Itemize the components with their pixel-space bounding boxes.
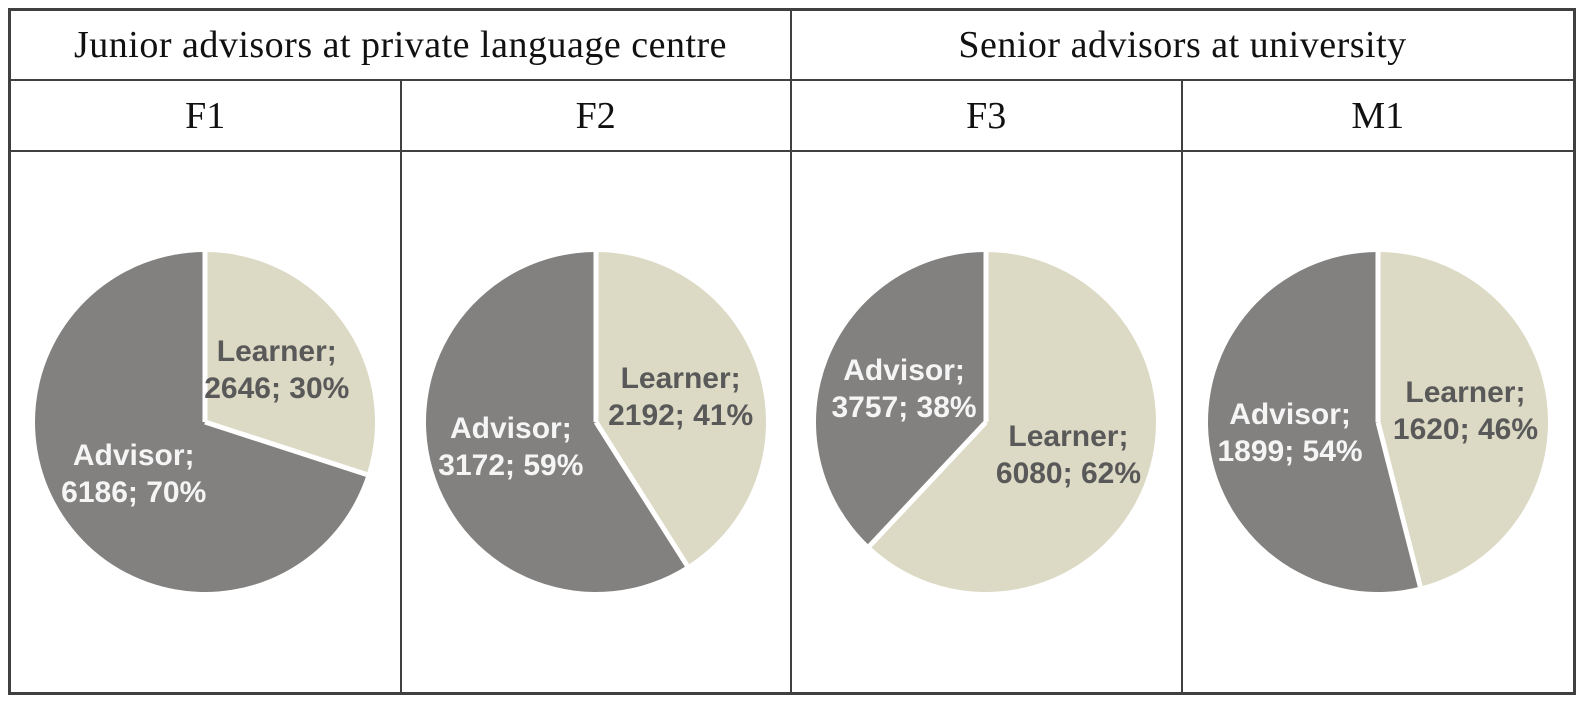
pie-label-advisor-value: 1899; 54%: [1217, 435, 1363, 469]
group-header-junior-label: Junior advisors at private language cent…: [73, 24, 728, 66]
column-header-m1: M1: [1182, 81, 1573, 152]
slice-divider: [868, 420, 989, 548]
pie-label-advisor-name: Advisor;: [1229, 398, 1351, 432]
pie-label-learner-name: Learner;: [1008, 419, 1129, 453]
pie-label-advisor-name: Advisor;: [72, 438, 195, 472]
chart-cell-f2: Learner; 2192; 41% Advisor; 3172; 59%: [402, 152, 792, 692]
slice-learner: [205, 252, 376, 475]
column-header-f3: F3: [792, 81, 1183, 152]
pie-label-learner: Learner; 2646; 30%: [204, 333, 349, 407]
column-header-f1: F1: [11, 81, 402, 152]
pie-label-learner: Learner; 2192; 41%: [608, 360, 753, 434]
pie-label-advisor-value: 6186; 70%: [61, 475, 207, 509]
chart-cell-m1: Learner; 1620; 46% Advisor; 1899; 54%: [1183, 152, 1574, 692]
pie-svg-m1: [1207, 252, 1548, 592]
pie-chart-f3: Learner; 6080; 62% Advisor; 3757; 38%: [814, 250, 1158, 594]
chart-cell-f3: Learner; 6080; 62% Advisor; 3757; 38%: [792, 152, 1183, 692]
pie-label-advisor-name: Advisor;: [450, 411, 572, 445]
slice-advisor: [35, 252, 367, 592]
comparison-table: Junior advisors at private language cent…: [8, 8, 1576, 695]
pie-label-advisor-value: 3172; 59%: [438, 448, 584, 482]
column-header-m1-label: M1: [1351, 94, 1405, 137]
pie-label-learner-name: Learner;: [216, 335, 337, 369]
pie-svg-f1: [35, 252, 376, 592]
chart-cell-f1: Learner; 2646; 30% Advisor; 6186; 70%: [11, 152, 402, 692]
slice-divider: [593, 420, 689, 567]
pie-label-learner: Learner; 1620; 46%: [1393, 374, 1538, 448]
pie-label-advisor: Advisor; 3172; 59%: [438, 410, 583, 484]
pie-chart-m1: Learner; 1620; 46% Advisor; 1899; 54%: [1206, 250, 1550, 594]
pie-label-learner-name: Learner;: [620, 362, 741, 396]
pie-label-advisor-value: 3757; 38%: [831, 391, 977, 425]
pie-label-advisor: Advisor; 6186; 70%: [61, 437, 206, 511]
group-header-senior-label: Senior advisors at university: [958, 24, 1407, 66]
slice-advisor: [425, 252, 687, 592]
group-header-junior-advisors: Junior advisors at private language cent…: [11, 11, 792, 81]
pie-svg-f3: [816, 252, 1157, 592]
pie-label-learner: Learner; 6080; 62%: [996, 418, 1141, 492]
column-header-f2-label: F2: [575, 94, 616, 137]
pie-chart-f2: Learner; 2192; 41% Advisor; 3172; 59%: [424, 250, 768, 594]
pie-svg-f2: [425, 252, 766, 592]
slice-divider: [1375, 421, 1423, 588]
column-header-f2: F2: [401, 81, 792, 152]
pie-label-learner-value: 2646; 30%: [204, 372, 350, 406]
slice-learner: [1377, 252, 1548, 587]
column-header-f3-label: F3: [966, 94, 1007, 137]
pie-label-learner-value: 2192; 41%: [608, 399, 754, 433]
pie-label-learner-name: Learner;: [1405, 375, 1526, 409]
slice-learner: [869, 252, 1157, 592]
column-header-f1-label: F1: [185, 94, 226, 137]
pie-label-advisor: Advisor; 1899; 54%: [1217, 396, 1362, 470]
pie-label-learner-value: 1620; 46%: [1392, 412, 1538, 446]
pie-chart-f1: Learner; 2646; 30% Advisor; 6186; 70%: [33, 250, 377, 594]
slice-divider: [204, 419, 368, 477]
pie-label-advisor: Advisor; 3757; 38%: [831, 352, 976, 426]
slice-advisor: [816, 252, 987, 546]
group-header-senior-advisors: Senior advisors at university: [792, 11, 1573, 81]
pie-label-advisor-name: Advisor;: [843, 354, 965, 388]
slice-advisor: [1207, 252, 1421, 592]
pie-label-learner-value: 6080; 62%: [995, 456, 1141, 490]
